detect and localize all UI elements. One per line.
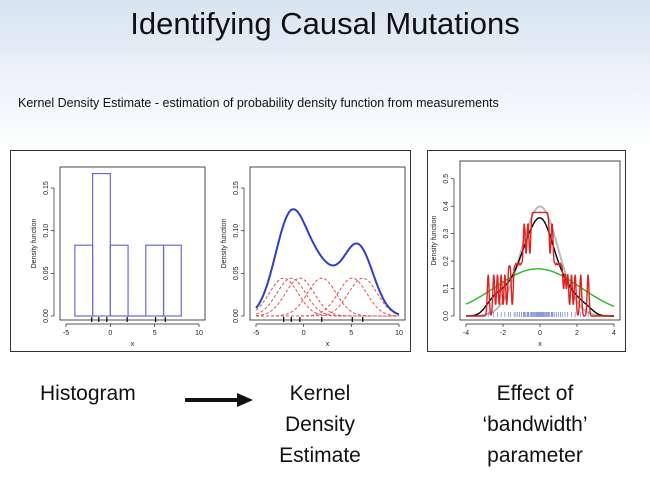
kde-x-tick-label: -5 [253,330,259,337]
caption-bandwidth-line-3: parameter [487,444,583,467]
histogram-bar [109,244,129,317]
caption-histogram: Histogram [40,382,136,405]
bandwidth-kde-curve [466,211,614,317]
caption-bandwidth-line-1: Effect of [496,382,574,405]
histogram-bar [162,244,182,317]
kde-y-axis-label: Density function [221,218,228,268]
kde-x-tick-label: 0 [302,330,306,337]
kde-x-axis-label: x [326,341,330,348]
bandwidth-x-tick-label: -4 [463,330,469,337]
bandwidth-y-tick-label: 0.5 [443,174,450,184]
arrow-right-icon [185,393,253,407]
bandwidth-kde-curve [465,268,615,308]
bandwidth-x-tick-label: -2 [500,330,506,337]
histogram-plot-frame [59,166,206,321]
kde-x-tick-label: 10 [395,330,403,337]
histogram-y-tick-label: 0.10 [43,224,50,238]
kde-y-tick-label: 0.05 [233,266,240,280]
slide-subtitle: Kernel Density Estimate - estimation of … [18,96,499,110]
bandwidth-y-tick-label: 0.3 [443,229,450,239]
bandwidth-x-axis-label: x [538,341,542,348]
caption-bandwidth: Effect of ‘bandwidth’ parameter [455,378,615,471]
kde-kernel-curve [256,277,400,317]
histogram-x-tick-label: 0 [108,330,112,337]
kde-y-tick-label: 0.00 [233,309,240,323]
slide-title: Identifying Causal Mutations [130,6,520,41]
bandwidth-y-tick-label: 0.0 [443,311,450,321]
histogram-y-tick-label: 0.00 [43,309,50,323]
histogram-x-tick-label: 10 [195,330,203,337]
kde-y-tick-label: 0.15 [233,181,240,195]
bandwidth-x-tick-label: 4 [612,330,616,337]
histogram-kde-charts: -5 0 5 10 x 0.00 0.05 0.10 0.15 Density function -… [31,166,406,348]
kde-y-tick-label: 0.10 [233,224,240,238]
bandwidth-y-axis-label: Density function [431,215,438,265]
bandwidth-y-tick-label: 0.2 [443,256,450,266]
bandwidth-plot-frame [459,160,621,321]
panel-histogram-kde: -5 0 5 10 x 0.00 0.05 0.10 0.15 Density function -… [10,150,411,352]
kde-plot-frame [249,166,406,321]
histogram-bar [145,244,165,317]
histogram-x-tick-label: -5 [63,330,69,337]
caption-kde-line-2: Density [284,413,356,436]
histogram-y-tick-label: 0.15 [43,181,50,195]
true-density-curve [466,205,614,317]
histogram-x-axis-label: x [131,341,135,348]
histogram-x-tick-label: 5 [153,330,157,337]
caption-kde-line-3: Estimate [279,444,361,467]
histogram-y-axis-label: Density function [31,218,38,268]
kde-x-tick-label: 5 [349,330,353,337]
caption-kde: Kernel Density Estimate [250,378,390,471]
histogram-bar [74,244,94,317]
kde-curve [255,208,400,316]
kde-kernel-curve [256,277,399,317]
histogram-bar [91,172,111,317]
caption-kde-line-1: Kernel [289,382,351,405]
bandwidth-y-tick-label: 0.4 [443,201,450,211]
bandwidth-kde-curve [466,217,614,317]
bandwidth-chart: -4 -2 0 2 4 x 0.0 0.1 0.2 0.3 0.4 0.5 Density functi… [431,160,621,348]
histogram-y-tick-label: 0.05 [43,266,50,280]
bandwidth-x-tick-label: 2 [575,330,579,337]
bandwidth-x-tick-label: 0 [538,330,542,337]
panel-bandwidth: -4 -2 0 2 4 x 0.0 0.1 0.2 0.3 0.4 0.5 Density functi… [427,150,626,352]
bandwidth-y-tick-label: 0.1 [443,284,450,294]
caption-bandwidth-line-2: ‘bandwidth’ [482,413,588,436]
